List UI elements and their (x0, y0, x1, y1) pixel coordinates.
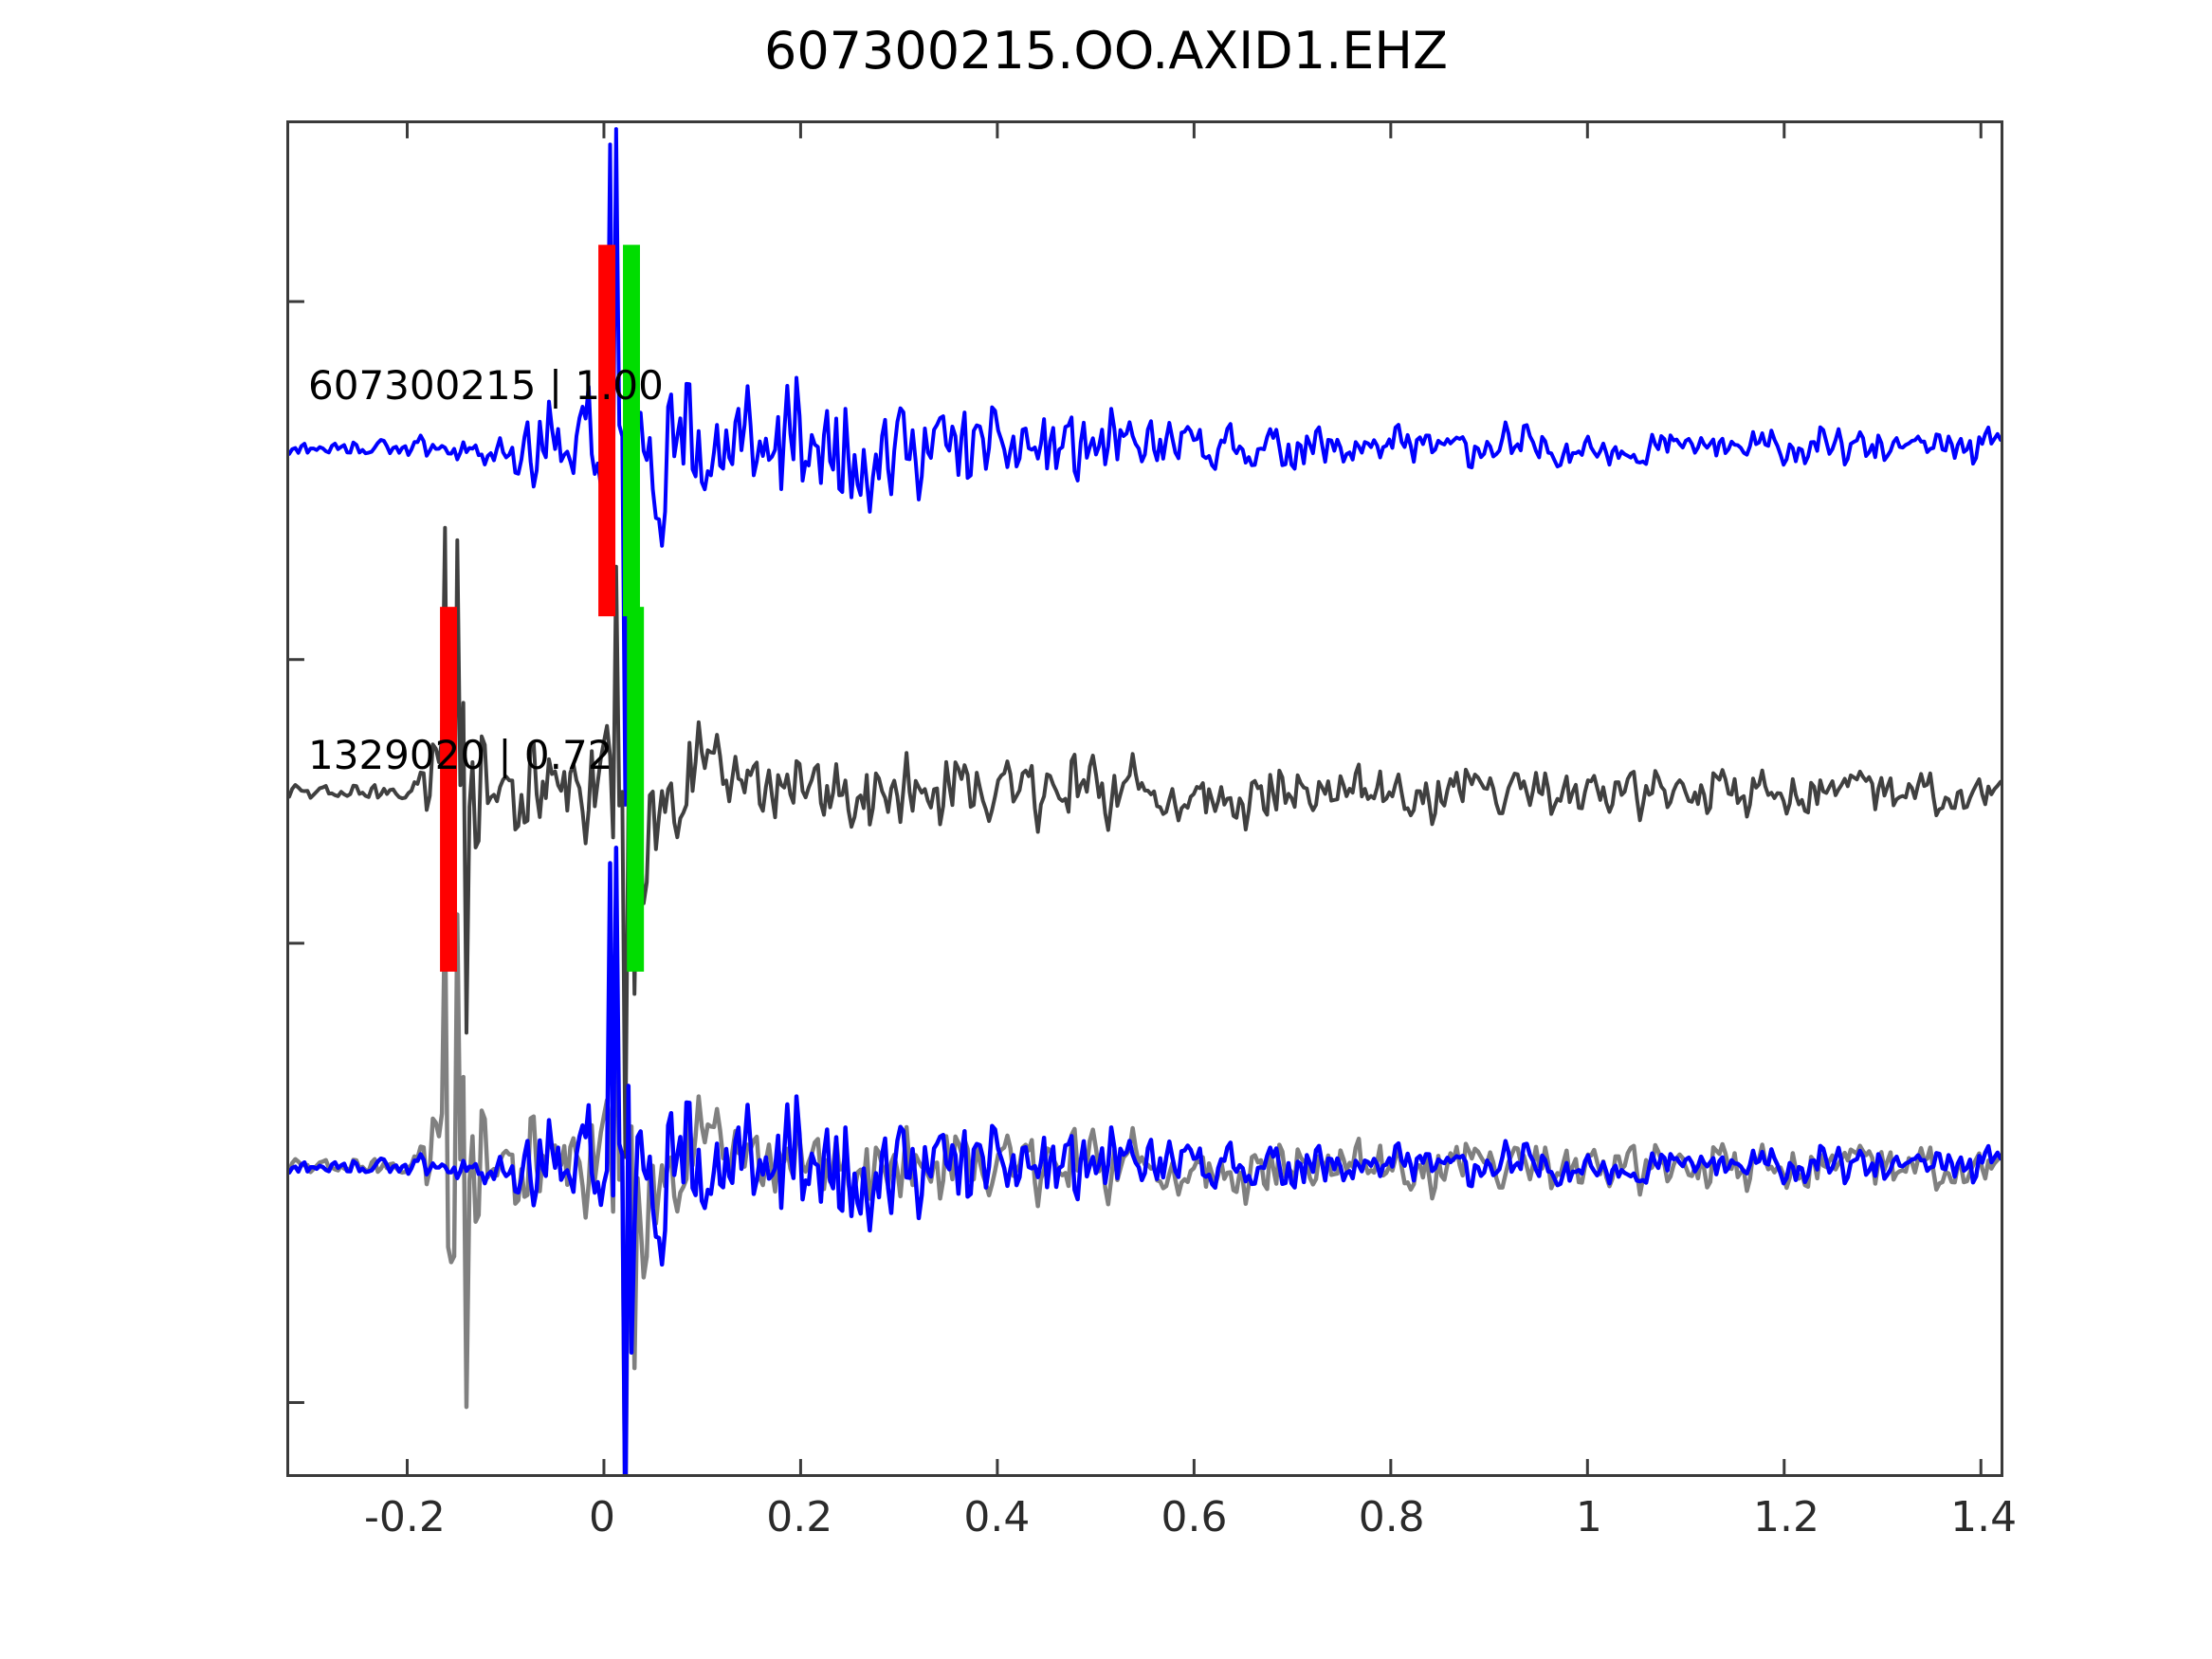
x-tick-label: 1.4 (1950, 1493, 2018, 1541)
page-title: 607300215.OO.AXID1.EHZ (763, 21, 1449, 81)
x-tick-label: 1 (1575, 1493, 1602, 1541)
x-tick-label: 0.8 (1358, 1493, 1425, 1541)
trace-label-detection: 1329020 | 0.72 (308, 732, 613, 778)
x-tick-label: 0.2 (766, 1493, 833, 1541)
x-tick-label: -0.2 (363, 1493, 446, 1541)
x-tick-label: 0.4 (963, 1493, 1031, 1541)
s-pick-marker (623, 245, 640, 617)
waveform-trace (289, 900, 2001, 1474)
x-tick-label: 1.2 (1753, 1493, 1820, 1541)
p-pick-marker (598, 245, 616, 617)
p-pick-marker (440, 607, 458, 972)
x-tick-label: 0.6 (1161, 1493, 1228, 1541)
trace-label-template: 607300215 | 1.00 (308, 362, 664, 409)
s-pick-marker (627, 607, 645, 972)
waveform-canvas (289, 123, 2001, 1474)
x-axis-tick-labels: -0.2 0 0.2 0.4 0.6 0.8 1 1.2 1.4 (286, 1493, 2017, 1550)
x-tick-label: 0 (589, 1493, 616, 1541)
waveform-trace (289, 845, 2001, 1474)
waveform-trace (289, 127, 2001, 807)
plot-area (286, 120, 2003, 1477)
waveform-trace (289, 525, 2001, 1159)
